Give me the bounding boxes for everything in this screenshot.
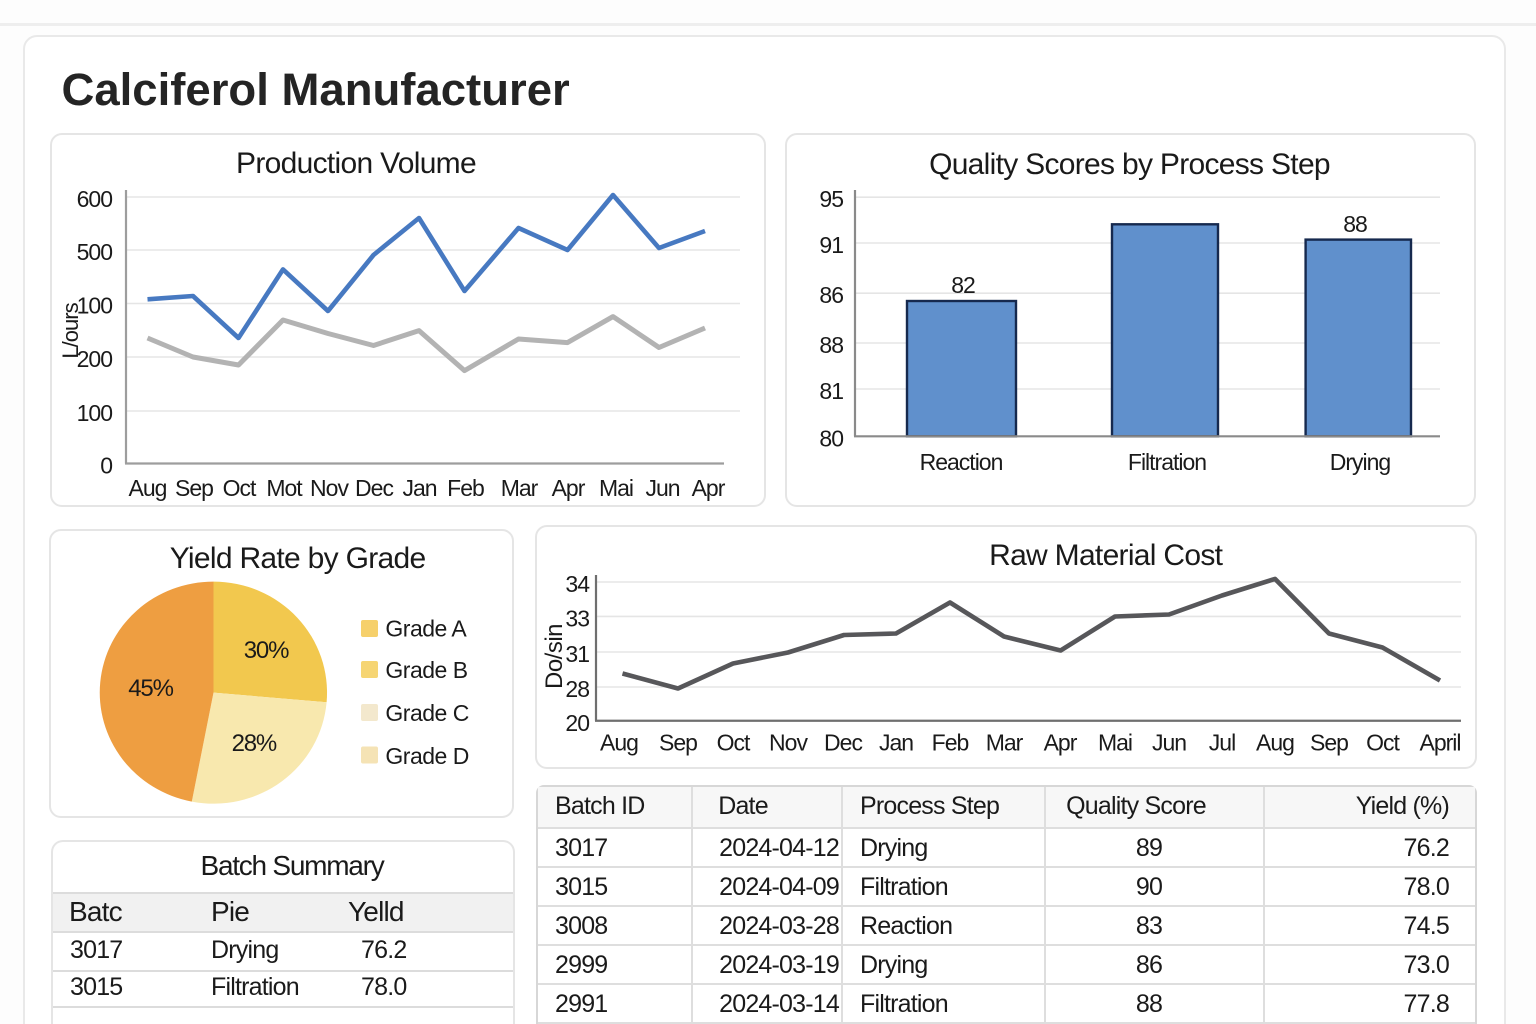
svg-text:Aug: Aug	[1256, 730, 1294, 756]
svg-text:Sep: Sep	[175, 475, 213, 501]
svg-text:Mai: Mai	[599, 475, 633, 501]
svg-text:95: 95	[819, 186, 843, 212]
svg-text:45%: 45%	[128, 675, 173, 702]
svg-text:Yield Rate by Grade: Yield Rate by Grade	[170, 542, 426, 575]
svg-text:30%: 30%	[244, 637, 289, 664]
svg-text:Apr: Apr	[1044, 730, 1078, 756]
svg-text:Do/sin: Do/sin	[541, 624, 568, 689]
svg-text:100: 100	[77, 293, 113, 319]
svg-text:Raw Material Cost: Raw Material Cost	[989, 539, 1224, 572]
svg-text:Filtration: Filtration	[1128, 449, 1206, 475]
svg-text:Reaction: Reaction	[920, 449, 1003, 475]
svg-text:Sep: Sep	[1310, 730, 1348, 756]
svg-text:Grade C: Grade C	[385, 700, 468, 726]
svg-text:Drying: Drying	[1330, 449, 1391, 475]
svg-text:28: 28	[565, 676, 589, 702]
svg-text:Apr: Apr	[552, 475, 586, 501]
svg-text:L/ours: L/ours	[58, 302, 83, 358]
svg-text:Mai: Mai	[1098, 730, 1132, 756]
svg-text:81: 81	[819, 378, 843, 404]
svg-text:31: 31	[565, 641, 589, 667]
svg-text:600: 600	[77, 186, 113, 212]
svg-text:88: 88	[1343, 211, 1367, 237]
svg-text:Oct: Oct	[717, 730, 751, 756]
svg-text:Grade B: Grade B	[385, 657, 467, 683]
svg-text:April: April	[1419, 730, 1460, 756]
svg-text:0: 0	[100, 453, 112, 479]
svg-text:34: 34	[565, 571, 590, 597]
svg-text:Dec: Dec	[824, 730, 862, 756]
svg-text:Quality Scores by Process Step: Quality Scores by Process Step	[929, 148, 1330, 181]
svg-text:Aug: Aug	[129, 475, 167, 501]
svg-text:500: 500	[77, 239, 113, 265]
svg-text:80: 80	[819, 425, 843, 451]
svg-text:33: 33	[565, 605, 589, 631]
svg-text:Aug: Aug	[600, 730, 638, 756]
svg-text:Mot: Mot	[266, 475, 303, 501]
svg-text:Mar: Mar	[501, 475, 539, 501]
svg-text:Oct: Oct	[223, 475, 257, 501]
svg-text:Jan: Jan	[402, 475, 436, 501]
svg-text:Grade D: Grade D	[385, 743, 468, 769]
svg-text:Oct: Oct	[1366, 730, 1400, 756]
svg-text:91: 91	[819, 232, 843, 258]
svg-text:86: 86	[819, 282, 843, 308]
svg-text:Nov: Nov	[769, 730, 808, 756]
svg-text:Jan: Jan	[879, 730, 913, 756]
svg-text:Sep: Sep	[659, 730, 697, 756]
svg-text:Jul: Jul	[1209, 730, 1235, 756]
svg-text:28%: 28%	[232, 730, 277, 757]
svg-text:Grade A: Grade A	[385, 615, 467, 641]
svg-text:Production Volume: Production Volume	[236, 147, 476, 180]
svg-text:Mar: Mar	[986, 730, 1024, 756]
svg-text:Feb: Feb	[932, 730, 969, 756]
svg-text:200: 200	[77, 346, 113, 372]
svg-text:100: 100	[77, 400, 113, 426]
svg-text:Nov: Nov	[310, 475, 349, 501]
svg-text:20: 20	[565, 710, 589, 736]
svg-text:82: 82	[951, 272, 975, 298]
svg-text:Jun: Jun	[645, 475, 679, 501]
svg-text:Feb: Feb	[447, 475, 484, 501]
svg-text:Apr: Apr	[692, 475, 726, 501]
svg-text:88: 88	[819, 332, 843, 358]
svg-text:Jun: Jun	[1152, 730, 1186, 756]
svg-text:Dec: Dec	[355, 475, 393, 501]
